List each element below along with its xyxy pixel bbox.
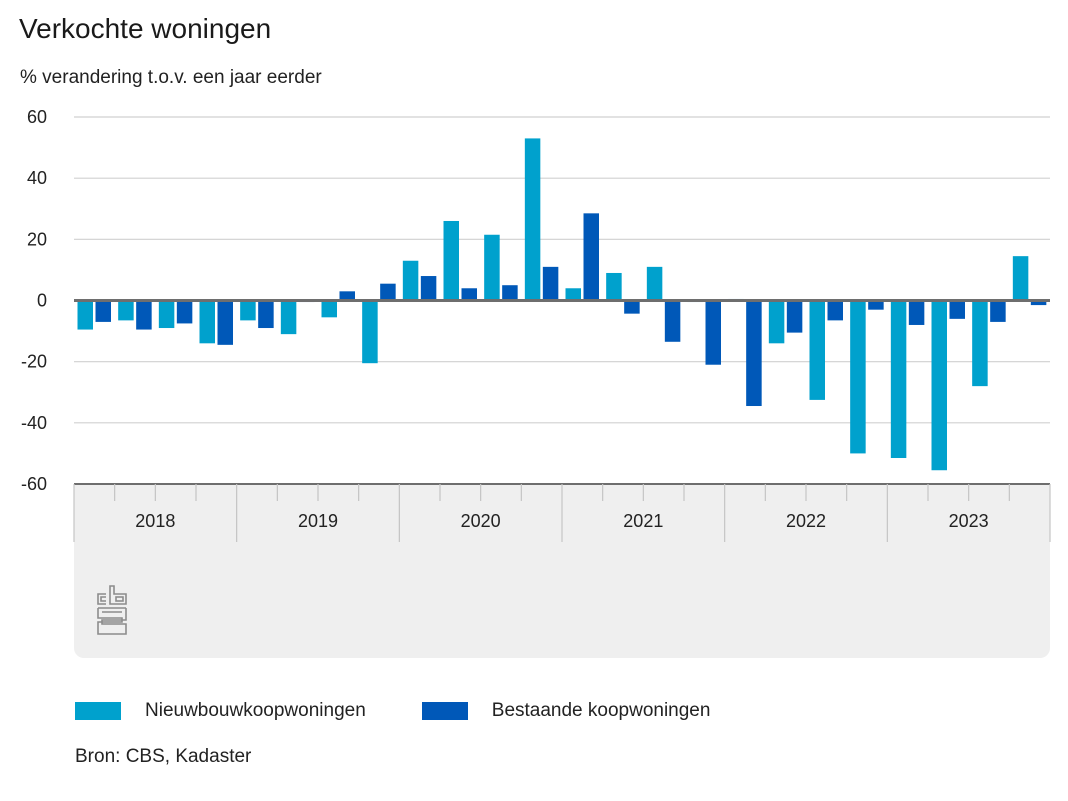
bar-bestaande[interactable] [136,300,152,330]
bar-nieuwbouw[interactable] [158,300,175,329]
bar-bestaande[interactable] [176,300,193,324]
bar-bestaande[interactable] [420,276,437,301]
x-axis: 2018 2019 2020 2021 2022 2023 [73,483,1051,542]
y-tick-label: 20 [27,229,47,249]
bar-bestaande[interactable] [95,300,112,322]
x-year-label: 2018 [135,511,175,531]
bar-nieuwbouw[interactable] [890,300,907,459]
bar-bestaande[interactable] [217,300,234,345]
bar-nieuwbouw[interactable] [524,138,541,301]
bar-bestaande[interactable] [461,288,478,301]
y-tick-label: -40 [21,413,47,433]
x-year-label: 2021 [623,511,663,531]
bar-nieuwbouw[interactable] [646,266,663,301]
y-tick-label: 60 [27,107,47,127]
bar-nieuwbouw[interactable] [606,272,622,301]
bar-bestaande[interactable] [1030,300,1047,306]
bar-nieuwbouw[interactable] [972,300,988,387]
gridlines [74,116,1050,424]
bar-bestaande[interactable] [949,300,966,319]
bar-nieuwbouw[interactable] [240,300,256,321]
legend-swatch-nieuwbouw [75,702,121,720]
bar-bestaande[interactable] [380,283,396,301]
cbs-logo-icon [97,585,127,635]
bar-bestaande[interactable] [583,213,600,301]
legend: Nieuwbouwkoopwoningen Bestaande koopwoni… [75,700,766,722]
bar-bestaande[interactable] [786,300,803,333]
x-year-label: 2022 [786,511,826,531]
bar-bestaande[interactable] [746,300,762,407]
legend-item-nieuwbouw[interactable]: Nieuwbouwkoopwoningen [75,700,366,722]
bar-nieuwbouw[interactable] [443,220,460,301]
y-tick-label: 40 [27,168,47,188]
bar-bestaande[interactable] [542,266,559,301]
bar-nieuwbouw[interactable] [77,300,94,330]
bar-nieuwbouw[interactable] [118,300,134,321]
x-year-label: 2023 [949,511,989,531]
bar-nieuwbouw[interactable] [931,300,948,471]
bar-bestaande[interactable] [624,300,640,314]
bar-bestaande[interactable] [664,300,681,342]
bar-nieuwbouw[interactable] [809,300,826,400]
bar-nieuwbouw[interactable] [850,300,866,454]
bar-nieuwbouw[interactable] [280,300,297,335]
y-axis-ticks: 60 40 20 0 -20 -40 -60 [21,107,47,494]
bar-nieuwbouw[interactable] [484,234,500,301]
bar-bestaande[interactable] [990,300,1006,322]
bar-nieuwbouw[interactable] [199,300,216,344]
bar-nieuwbouw[interactable] [1012,256,1029,301]
bar-bestaande[interactable] [258,300,274,329]
legend-label-bestaande: Bestaande koopwoningen [491,700,711,721]
bar-bestaande[interactable] [339,291,356,301]
bars [74,138,1050,471]
bar-nieuwbouw[interactable] [402,260,419,301]
y-tick-label: 0 [37,291,47,311]
legend-label-nieuwbouw: Nieuwbouwkoopwoningen [145,700,366,721]
source-note: Bron: CBS, Kadaster [75,746,252,767]
bar-nieuwbouw[interactable] [321,300,338,318]
legend-swatch-bestaande [421,702,468,720]
chart-subtitle: % verandering t.o.v. een jaar eerder [20,67,322,88]
x-year-label: 2019 [298,511,338,531]
x-axis-panel [74,484,1050,658]
bar-chart: 60 40 20 0 -20 -40 -60 2018 2019 2020 2021 2022 202… [21,107,1051,658]
bar-bestaande[interactable] [908,300,925,325]
bar-bestaande[interactable] [868,300,884,310]
bar-nieuwbouw[interactable] [565,288,582,301]
bar-nieuwbouw[interactable] [768,300,785,344]
bar-bestaande[interactable] [705,300,722,365]
legend-item-bestaande[interactable]: Bestaande koopwoningen [421,700,711,722]
y-tick-label: -20 [21,352,47,372]
y-tick-label: -60 [21,474,47,494]
bar-bestaande[interactable] [827,300,844,321]
bar-bestaande[interactable] [502,285,518,301]
x-year-label: 2020 [461,511,501,531]
bar-nieuwbouw[interactable] [362,300,378,364]
chart-title: Verkochte woningen [19,13,272,44]
